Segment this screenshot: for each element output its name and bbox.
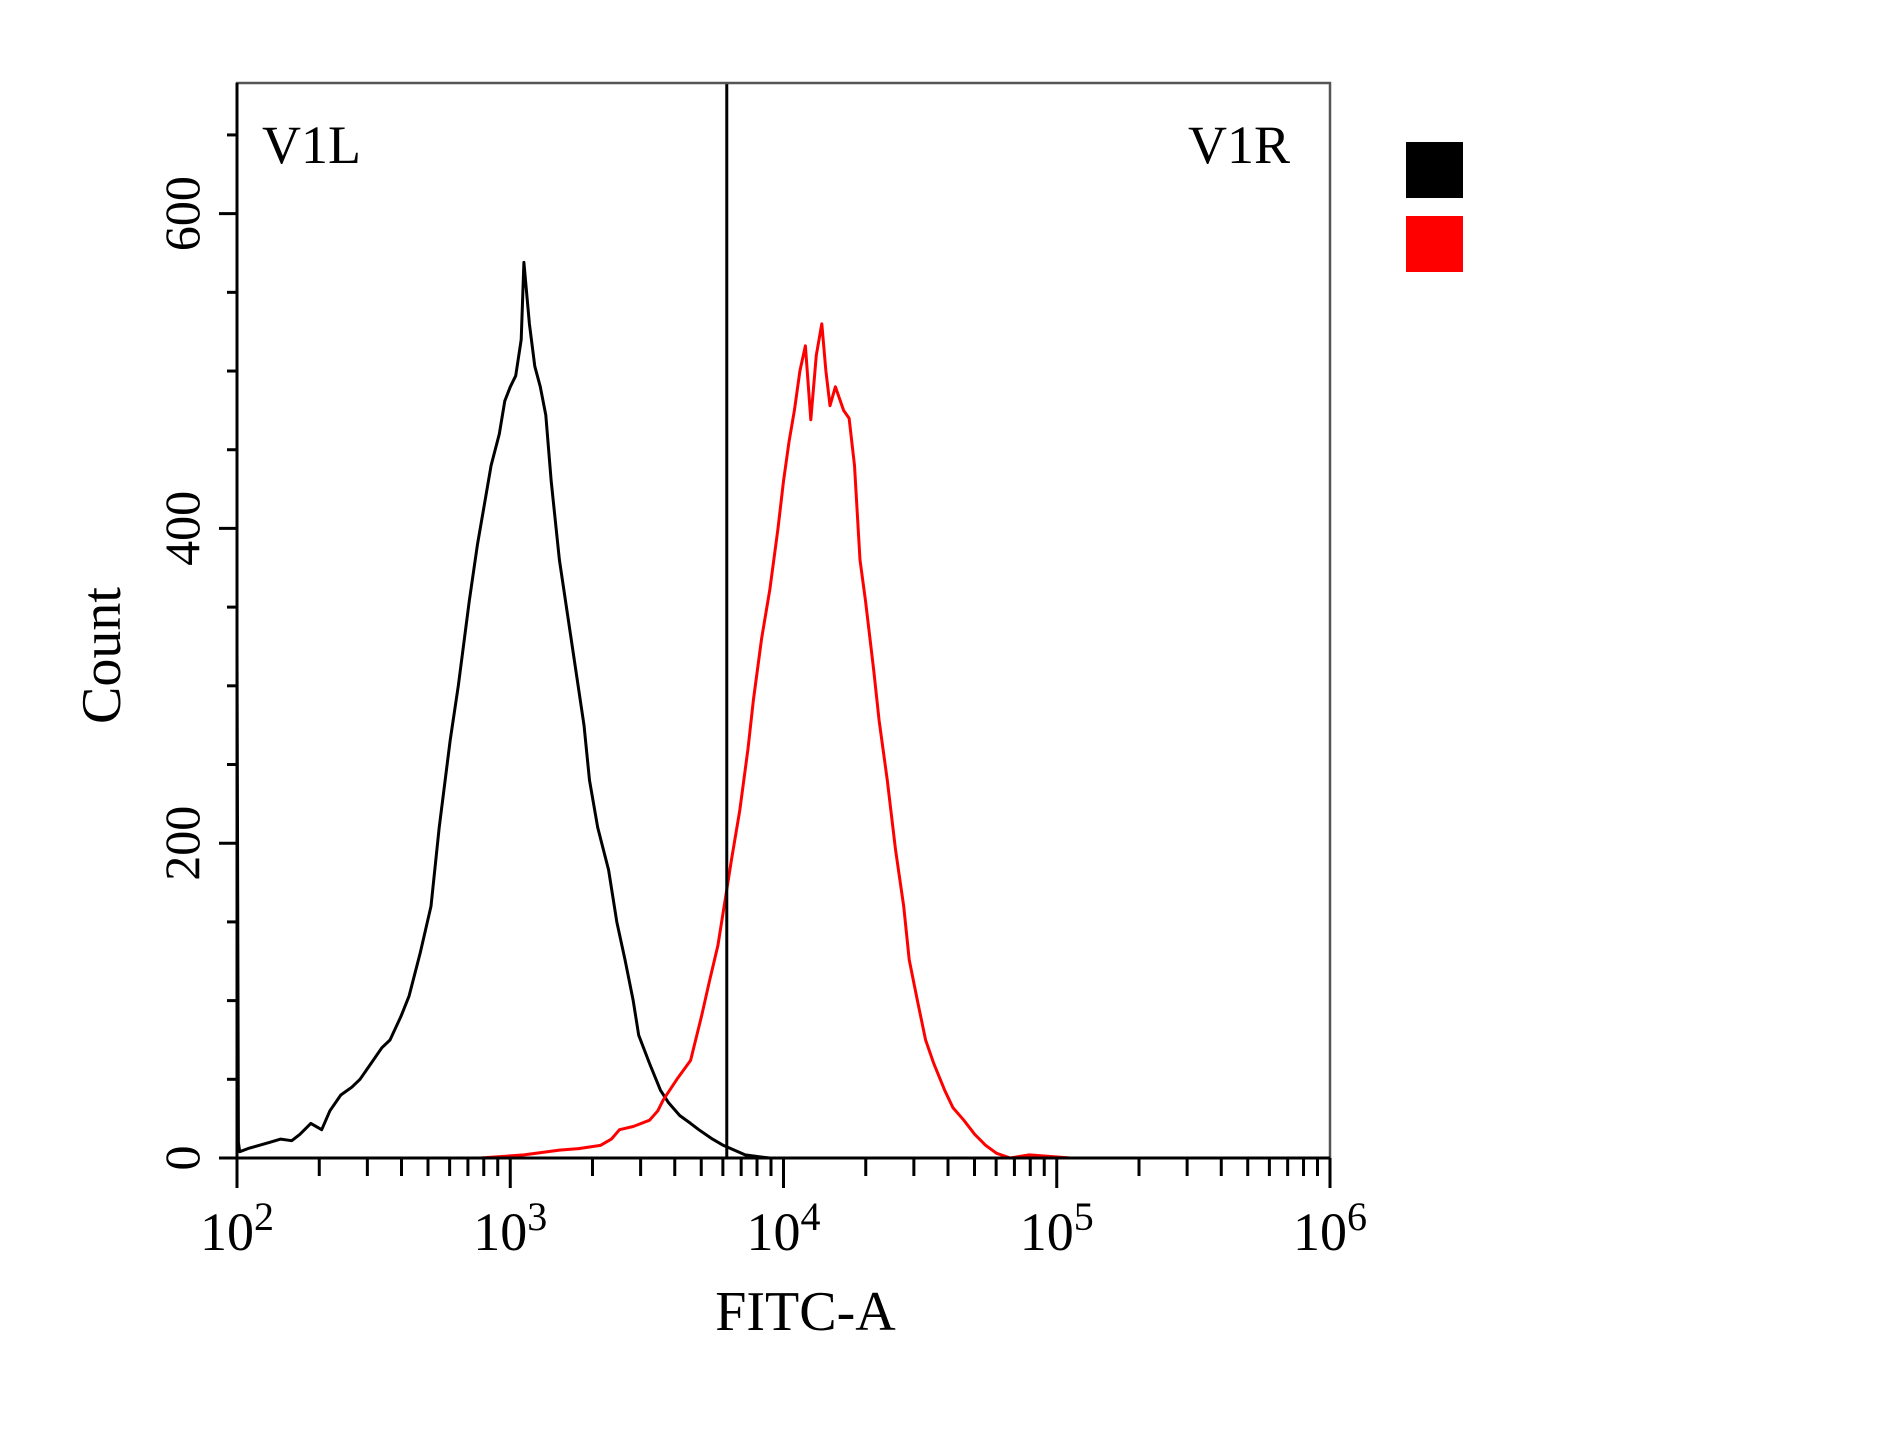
y-tick-label: 200 bbox=[154, 806, 210, 881]
gate-left-label: V1L bbox=[262, 115, 361, 175]
y-axis-ticks: 0 200 400 600 bbox=[154, 133, 237, 1171]
x-tick-label: 105 bbox=[1020, 1194, 1094, 1262]
legend-swatch-black bbox=[1406, 142, 1463, 198]
y-axis-label: Count bbox=[71, 587, 133, 724]
y-tick-label: 0 bbox=[154, 1146, 210, 1171]
gate-right-label: V1R bbox=[1188, 115, 1290, 175]
legend-swatch-red bbox=[1406, 216, 1463, 272]
x-tick-label: 103 bbox=[473, 1194, 547, 1262]
x-axis-ticks: 102 103 104 105 106 bbox=[200, 1158, 1367, 1262]
x-tick-label: 104 bbox=[747, 1194, 821, 1262]
y-tick-label: 600 bbox=[154, 176, 210, 251]
y-tick-label: 400 bbox=[154, 491, 210, 566]
x-tick-label: 106 bbox=[1293, 1194, 1367, 1262]
x-axis-label: FITC-A bbox=[715, 1281, 896, 1343]
plot-frame bbox=[235, 81, 1332, 1160]
x-tick-label: 102 bbox=[200, 1194, 274, 1262]
series-layer bbox=[235, 260, 1071, 1160]
histogram-series-black bbox=[235, 260, 770, 1160]
histogram-series-red bbox=[237, 322, 1071, 1160]
legend bbox=[1406, 142, 1463, 272]
